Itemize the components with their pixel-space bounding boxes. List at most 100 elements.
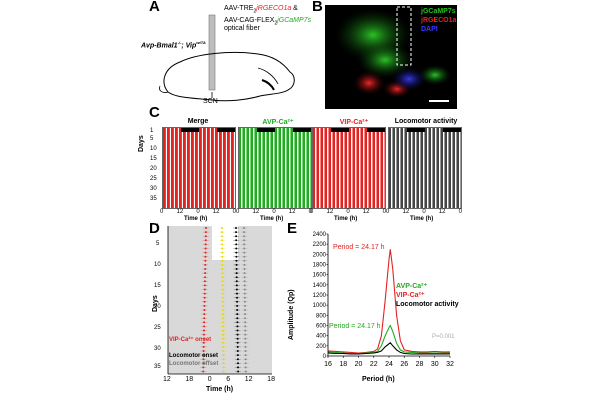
c-title-merge: Merge <box>187 118 209 125</box>
d-xtick: 6 <box>226 376 231 383</box>
c-xtick: 0 <box>272 209 276 215</box>
c-title-avp: AVP-Ca²⁺ <box>262 119 294 126</box>
dark-phase-bar <box>367 128 385 132</box>
genotype-a-sup: -/- <box>177 40 182 45</box>
e-x-ticks: 16 18 20 22 24 26 28 30 32 <box>324 356 454 368</box>
virus-line1-gene: jRGECO1a <box>256 5 292 12</box>
d-ytick: 10 <box>154 262 161 268</box>
d-legend-vip: VIP-Ca²⁺ onset <box>169 337 212 343</box>
c-xtick: 12 <box>176 209 184 215</box>
c-ytick: 30 <box>150 186 157 192</box>
panel-e-x-label: Period (h) <box>362 376 395 383</box>
e-ytick-label: 200 <box>316 344 327 350</box>
legend-gcamp: jGCaMP7s <box>421 8 456 15</box>
d-bg-light-top <box>212 226 238 260</box>
d-ytick: 35 <box>154 364 161 370</box>
panel-d-legend: VIP-Ca²⁺ onset Locomotor onset Locomotor… <box>169 336 218 368</box>
panel-d-x-label: Time (h) <box>206 386 234 393</box>
dark-phase-bar <box>331 128 349 132</box>
d-onset-points <box>200 227 249 373</box>
legend-dapi: DAPI <box>421 26 438 33</box>
c-ytick: 1 <box>150 128 154 134</box>
genotype-b: ; Vip <box>181 42 197 50</box>
brain-fold <box>261 79 275 91</box>
e-ytick-label: 1800 <box>313 263 327 269</box>
e-series-line <box>327 342 450 355</box>
red-signal-left <box>353 71 385 95</box>
fiber-track-outline <box>396 6 412 66</box>
scn-label: SCN <box>203 98 218 105</box>
virus-line1-suffix: & <box>291 5 298 12</box>
dark-phase-bar <box>407 128 425 132</box>
blue-signal <box>391 67 427 91</box>
c-title-locomotor: Locomotor activity <box>394 118 458 125</box>
e-ytick-label: 800 <box>316 313 327 319</box>
olfactory-bulb <box>159 85 169 93</box>
c-xticks-locomotor: 0 12 0 12 0 <box>386 209 462 215</box>
e-ytick-label: 2000 <box>313 252 327 258</box>
panel-d-letter: D <box>149 220 160 237</box>
panel-e-letter: E <box>287 220 298 237</box>
panel-a-letter: A <box>149 0 160 15</box>
e-xtick-label: 18 <box>339 361 347 368</box>
c-title-vip: VIP-Ca²⁺ <box>339 119 369 126</box>
d-xtick: 18 <box>185 376 194 383</box>
c-xtick: 12 <box>362 209 370 215</box>
c-xtick: 0 <box>310 209 314 215</box>
c-xtick: 0 <box>346 209 350 215</box>
c-xlabel-merge: Time (h) <box>184 216 208 222</box>
c-ytick: 25 <box>150 176 157 182</box>
c-ytick: 20 <box>150 166 157 172</box>
panel-d-x-ticks: 12 18 0 6 12 18 <box>163 376 275 383</box>
virus-line2-prefix: AAV-CAG-FLEX <box>224 17 275 25</box>
c-xtick: 0 <box>308 209 312 215</box>
c-xtick: 12 <box>438 209 446 215</box>
e-annotation-green: Period = 24.17 h <box>329 323 381 330</box>
brain-outline <box>163 51 295 102</box>
c-xtick: 0 <box>422 209 426 215</box>
e-pvalue: P=0.001 <box>432 334 455 340</box>
brain-schematic <box>159 14 295 102</box>
e-ytick-label: 1400 <box>313 283 327 289</box>
virus-line2-gene: jGCaMP7s <box>277 17 312 25</box>
e-xtick-label: 20 <box>355 361 363 368</box>
d-xtick: 12 <box>163 376 171 383</box>
e-xtick-label: 26 <box>400 361 408 368</box>
dark-phase-bar <box>293 128 311 132</box>
d-xtick: 12 <box>244 376 253 383</box>
dark-phase-bar <box>181 128 199 132</box>
c-xtick: 12 <box>288 209 296 215</box>
raster-locomotor <box>388 127 462 209</box>
genotype-b-sup: wtTA <box>196 40 206 45</box>
green-signal-edge <box>419 65 451 85</box>
c-xtick: 12 <box>402 209 410 215</box>
panel-e-y-label: Amplitude (Qp) <box>288 289 295 340</box>
c-xtick: 0 <box>196 209 200 215</box>
c-xtick: 12 <box>252 209 260 215</box>
e-legend-avp: AVP-Ca²⁺ <box>396 283 428 290</box>
panel-e-chart: 0 200 400 600 800 1000 1200 1400 1600 1800 2000 220… <box>313 232 454 368</box>
c-ytick: 15 <box>150 156 157 162</box>
e-xtick-label: 22 <box>370 361 378 368</box>
e-legend-locomotor: Locomotor activity <box>396 301 459 308</box>
c-xtick: 12 <box>326 209 334 215</box>
c-xtick: 0 <box>386 209 390 215</box>
panel-e-legend: AVP-Ca²⁺ VIP-Ca²⁺ Locomotor activity <box>396 282 459 309</box>
d-legend-loco-off: Locomotor offset <box>169 361 219 367</box>
panel-d-plot <box>167 226 272 375</box>
e-ytick-label: 1200 <box>313 293 327 299</box>
e-ytick-label: 2200 <box>313 242 327 248</box>
c-xtick: 0 <box>236 209 240 215</box>
e-xtick-label: 32 <box>446 361 454 368</box>
e-xtick-label: 16 <box>324 361 332 368</box>
c-ytick: 35 <box>150 196 157 202</box>
e-annotation-red: Period = 24.17 h <box>333 244 385 251</box>
c-xtick: 12 <box>212 209 220 215</box>
e-series-lines <box>327 249 450 355</box>
virus-line1-sub: 2 <box>253 8 257 15</box>
e-legend-vip: VIP-Ca²⁺ <box>396 292 425 299</box>
d-ytick: 1 <box>156 224 160 230</box>
c-xticks-vip: 0 12 0 12 0 <box>310 209 386 215</box>
raster-vip <box>312 127 386 209</box>
genotype-a: Avp-Bmal1 <box>141 42 178 50</box>
